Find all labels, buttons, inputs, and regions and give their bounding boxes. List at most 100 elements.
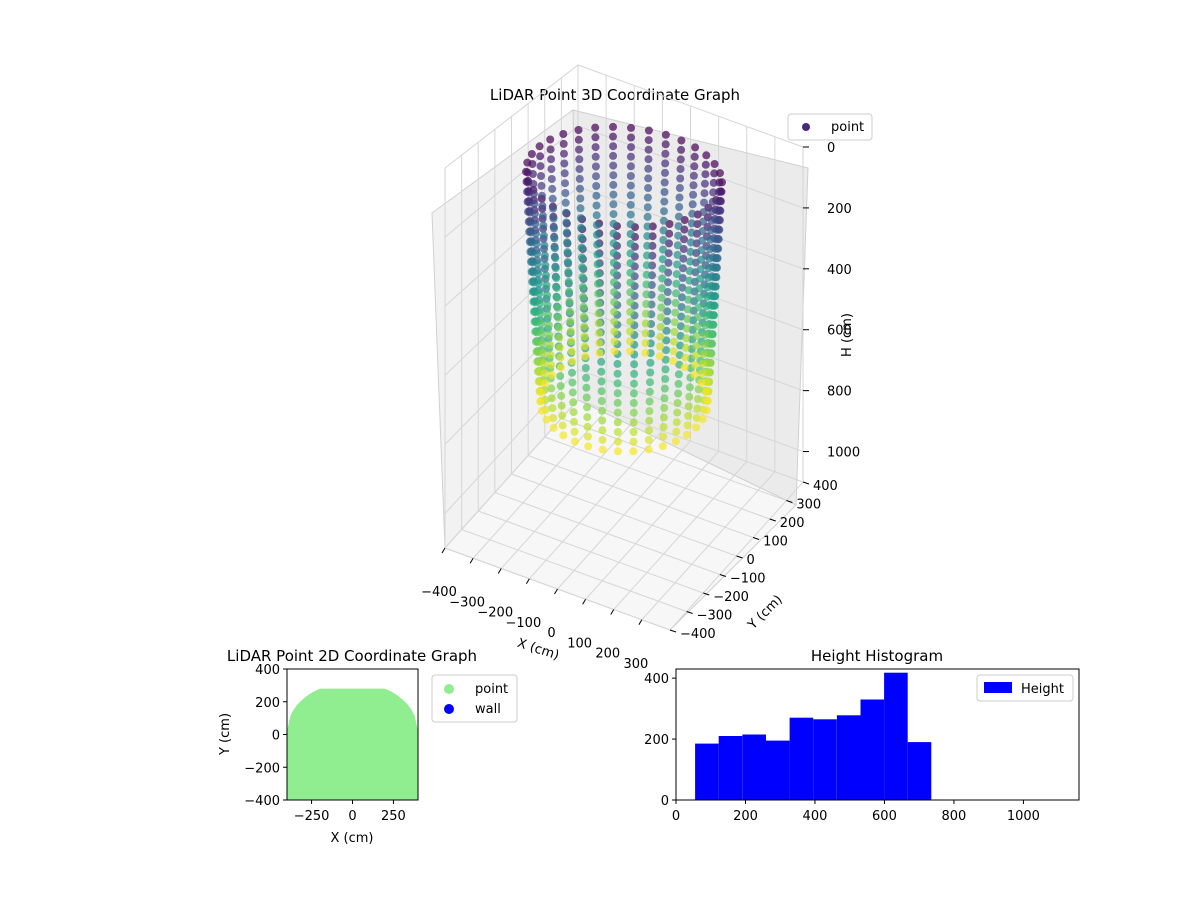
point-3d	[702, 302, 711, 311]
point-3d	[609, 239, 618, 248]
point-3d	[664, 268, 673, 277]
point-3d	[662, 346, 671, 355]
point-3d	[655, 352, 664, 361]
legend-2d-point-label: point	[475, 682, 508, 697]
point-3d	[658, 264, 667, 273]
point-3d	[644, 184, 653, 192]
point-3d	[642, 280, 651, 289]
point-3d	[627, 143, 635, 152]
x-tick-label-3d: −300	[449, 595, 485, 610]
x-tick-label-3d: −400	[421, 585, 457, 600]
y-tick-3d	[719, 574, 727, 577]
y-tick-label-2d: −200	[244, 761, 280, 776]
point-3d	[693, 322, 702, 331]
legend-histogram-label: Height	[1021, 682, 1064, 697]
point-3d	[577, 233, 586, 242]
grid-line-z	[444, 125, 804, 238]
point-3d	[698, 359, 707, 368]
histogram-title: Height Histogram	[811, 647, 943, 665]
x-tick-label-3d: 100	[567, 636, 592, 651]
point-3d	[553, 293, 562, 302]
point-3d	[681, 353, 690, 362]
point-3d	[609, 132, 617, 141]
point-3d	[641, 339, 650, 348]
point-3d	[609, 180, 618, 189]
point-3d	[686, 257, 695, 266]
point-3d	[570, 437, 579, 446]
z-tick-label-3d: 400	[827, 263, 852, 278]
x-tick-label-3d: −100	[506, 616, 542, 631]
y-tick-3d	[786, 500, 793, 503]
point-3d	[687, 219, 696, 228]
point-3d	[591, 162, 600, 171]
point-3d	[669, 357, 678, 365]
y-tick-label-3d: −200	[713, 590, 749, 605]
point-3d	[609, 200, 618, 209]
point-3d	[685, 383, 694, 392]
y-tick-label-3d: 100	[763, 535, 788, 550]
point-3d	[644, 155, 653, 164]
y-tick-label-hist: 0	[661, 794, 669, 809]
point-3d	[594, 299, 603, 308]
point-3d	[629, 437, 638, 446]
y-tick-label-3d: 400	[813, 479, 838, 494]
point-3d	[543, 301, 552, 310]
point-3d	[536, 397, 545, 406]
point-3d	[678, 283, 687, 292]
point-3d	[577, 243, 586, 252]
point-3d	[568, 388, 577, 397]
histogram-bar	[718, 736, 743, 800]
point-3d	[644, 174, 653, 183]
point-3d	[687, 228, 696, 237]
ticks-histogram: 0 200 400 600 800 1000 0 200 400	[644, 672, 1040, 824]
point-3d	[689, 190, 698, 199]
y-tick-label-2d: 400	[255, 663, 280, 678]
point-3d	[688, 200, 697, 209]
chart-2d-title: LiDAR Point 2D Coordinate Graph	[227, 647, 477, 665]
point-3d	[531, 219, 540, 228]
point-3d	[579, 292, 588, 301]
point-3d	[664, 278, 672, 287]
point-3d	[672, 270, 681, 279]
point-3d	[669, 347, 678, 356]
point-3d	[671, 437, 680, 446]
histogram-bar	[742, 734, 766, 800]
point-3d	[527, 150, 536, 158]
ticks-2d: −250 0 250 400 200 0 −200 −400	[244, 663, 406, 824]
point-3d	[682, 324, 691, 333]
point-3d	[562, 228, 571, 237]
point-3d	[703, 397, 712, 405]
point-3d	[584, 442, 593, 451]
histogram-bar	[695, 743, 719, 800]
point-3d	[576, 194, 585, 203]
point-3d	[574, 135, 583, 144]
point-3d	[645, 397, 654, 406]
point-3d	[597, 357, 606, 366]
point-3d	[658, 255, 667, 264]
point-3d	[657, 293, 666, 302]
point-3d	[710, 169, 719, 178]
point-3d	[688, 209, 697, 218]
point-3d	[548, 194, 557, 203]
point-3d	[536, 309, 545, 318]
point-3d	[684, 286, 693, 295]
point-3d	[700, 189, 709, 198]
point-3d	[565, 287, 574, 296]
point-3d	[540, 251, 549, 260]
point-3d	[528, 170, 537, 178]
point-3d	[642, 300, 651, 308]
point-3d	[609, 210, 618, 219]
point-3d	[558, 421, 567, 430]
point-3d	[677, 145, 686, 154]
point-3d	[691, 351, 700, 360]
point-3d	[626, 347, 634, 356]
x-tick-label-3d: 300	[623, 657, 648, 672]
x-tick-3d	[497, 568, 502, 574]
x-tick-label-3d: −200	[477, 606, 513, 621]
point-3d	[575, 165, 584, 174]
point-3d	[659, 216, 668, 225]
point-3d	[703, 292, 712, 301]
point-3d	[710, 160, 719, 168]
point-3d	[547, 371, 556, 379]
point-3d	[544, 311, 553, 320]
